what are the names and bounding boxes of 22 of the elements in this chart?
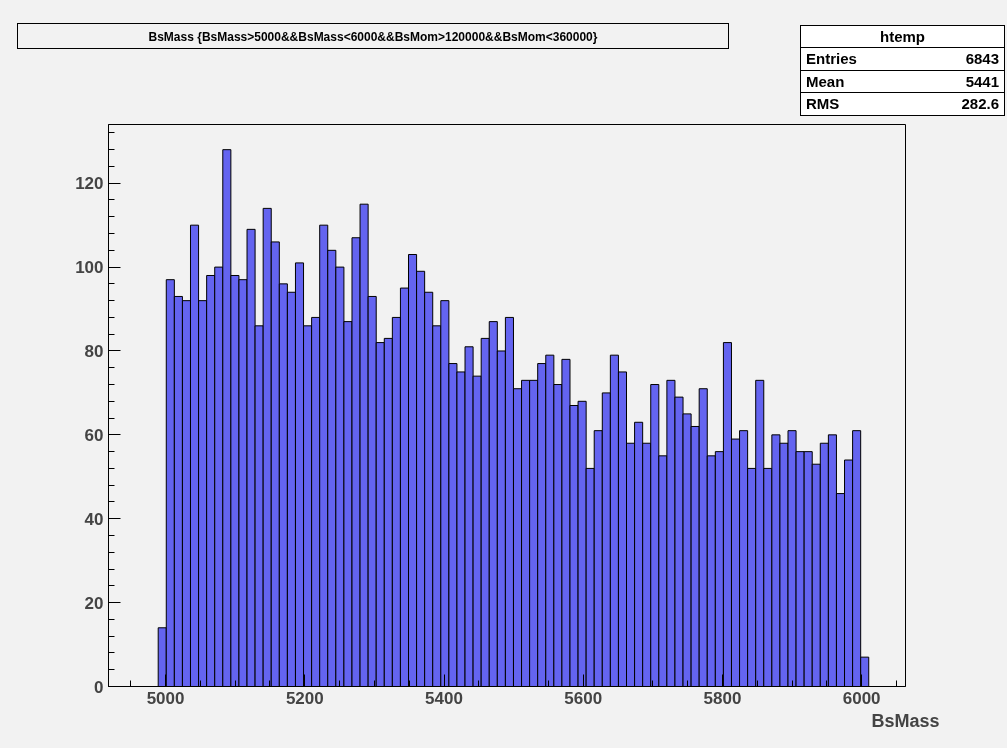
- x-tick-label: 5600: [564, 688, 603, 708]
- y-tick-label: 120: [75, 174, 104, 194]
- y-tick-label: 60: [84, 425, 104, 445]
- text: 282.6: [914, 92, 1005, 116]
- text: htemp: [800, 25, 1005, 48]
- text: RMS: [800, 92, 915, 116]
- y-tick-label: 80: [84, 341, 104, 361]
- x-tick-label: 5400: [425, 688, 463, 708]
- x-tick-label: 5000: [146, 688, 185, 708]
- y-tick-label: 0: [94, 677, 104, 697]
- chart-title: BsMass {BsMass>5000&&BsMass<6000&&BsMom>120000&&BsMom<360000}: [17, 23, 729, 49]
- text: 6843: [914, 47, 1005, 71]
- x-tick-label: 5200: [285, 688, 324, 708]
- text: 5441: [914, 70, 1005, 93]
- text: Mean: [800, 70, 915, 93]
- text: Entries: [800, 47, 915, 71]
- y-tick-label: 20: [84, 593, 104, 613]
- x-axis-title: BsMass: [871, 710, 940, 731]
- x-tick-label: 6000: [842, 688, 881, 708]
- y-tick-label: 40: [84, 509, 104, 529]
- x-tick-label: 5800: [703, 688, 742, 708]
- y-tick-label: 100: [75, 258, 104, 278]
